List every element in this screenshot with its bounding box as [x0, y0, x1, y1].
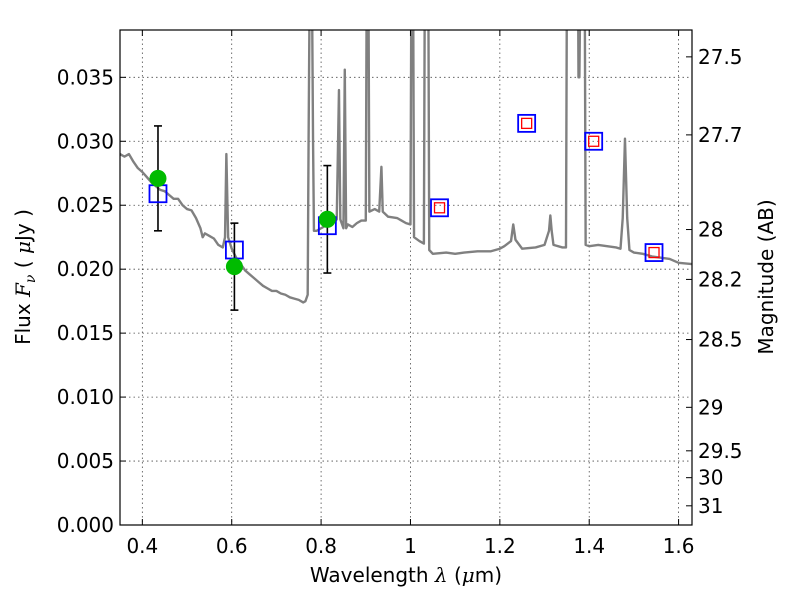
photometry-markers — [148, 113, 664, 311]
y-tick-label: 0.015 — [57, 321, 114, 345]
x-tick-label: 1 — [404, 534, 417, 558]
spectrum-line — [120, 30, 692, 304]
y-axis-title: Flux Fν ( μJy ) — [11, 209, 39, 345]
red-square-marker — [588, 135, 600, 147]
right-tick-label: 27.5 — [698, 45, 743, 69]
y-tick-label: 0.010 — [57, 385, 114, 409]
right-tick-label: 31 — [698, 494, 723, 518]
blue-square-marker — [584, 131, 604, 151]
x-axis-title: Wavelength λ (μm) — [310, 563, 502, 587]
y-tick-label: 0.005 — [57, 449, 114, 473]
red-square-marker — [433, 202, 446, 214]
observed-point — [318, 210, 336, 228]
y-tick-label: 0.030 — [57, 129, 114, 153]
right-tick-label: 28 — [698, 218, 723, 242]
y-tick-label: 0.035 — [57, 65, 114, 89]
observed-point — [149, 169, 167, 187]
right-tick-label: 29.5 — [698, 439, 743, 463]
right-tick-label: 27.7 — [698, 123, 743, 147]
x-tick-label: 1.2 — [484, 534, 516, 558]
observed-point — [225, 258, 243, 276]
grid-lines — [120, 30, 692, 526]
y-tick-label: 0.000 — [57, 513, 114, 537]
right-tick-label: 30 — [698, 466, 723, 490]
red-square-marker — [521, 117, 533, 130]
right-tick-label: 28.2 — [698, 267, 743, 291]
spectrum-series — [120, 30, 692, 304]
x-tick-label: 0.4 — [126, 534, 158, 558]
right-tick-label: 28.5 — [698, 328, 743, 352]
x-tick-label: 1.4 — [573, 534, 605, 558]
plot-frame — [119, 29, 693, 526]
right-axis-title: Magnitude (AB) — [754, 199, 778, 354]
blue-square-marker — [430, 198, 449, 218]
blue-square-marker — [644, 243, 664, 262]
x-tick-label: 0.6 — [216, 534, 248, 558]
x-tick-label: 1.6 — [663, 534, 695, 558]
y-tick-label: 0.025 — [57, 193, 114, 217]
blue-square-marker — [517, 113, 537, 133]
y-tick-label: 0.020 — [57, 257, 114, 281]
right-tick-label: 29 — [698, 395, 723, 419]
axis-ticks: 0.4 0.6 0.8 1 1.2 1.4 1.6 0.000 0.005 0.010 0.015 0… — [57, 30, 743, 558]
x-tick-label: 0.8 — [305, 534, 337, 558]
red-square-marker — [648, 246, 660, 259]
